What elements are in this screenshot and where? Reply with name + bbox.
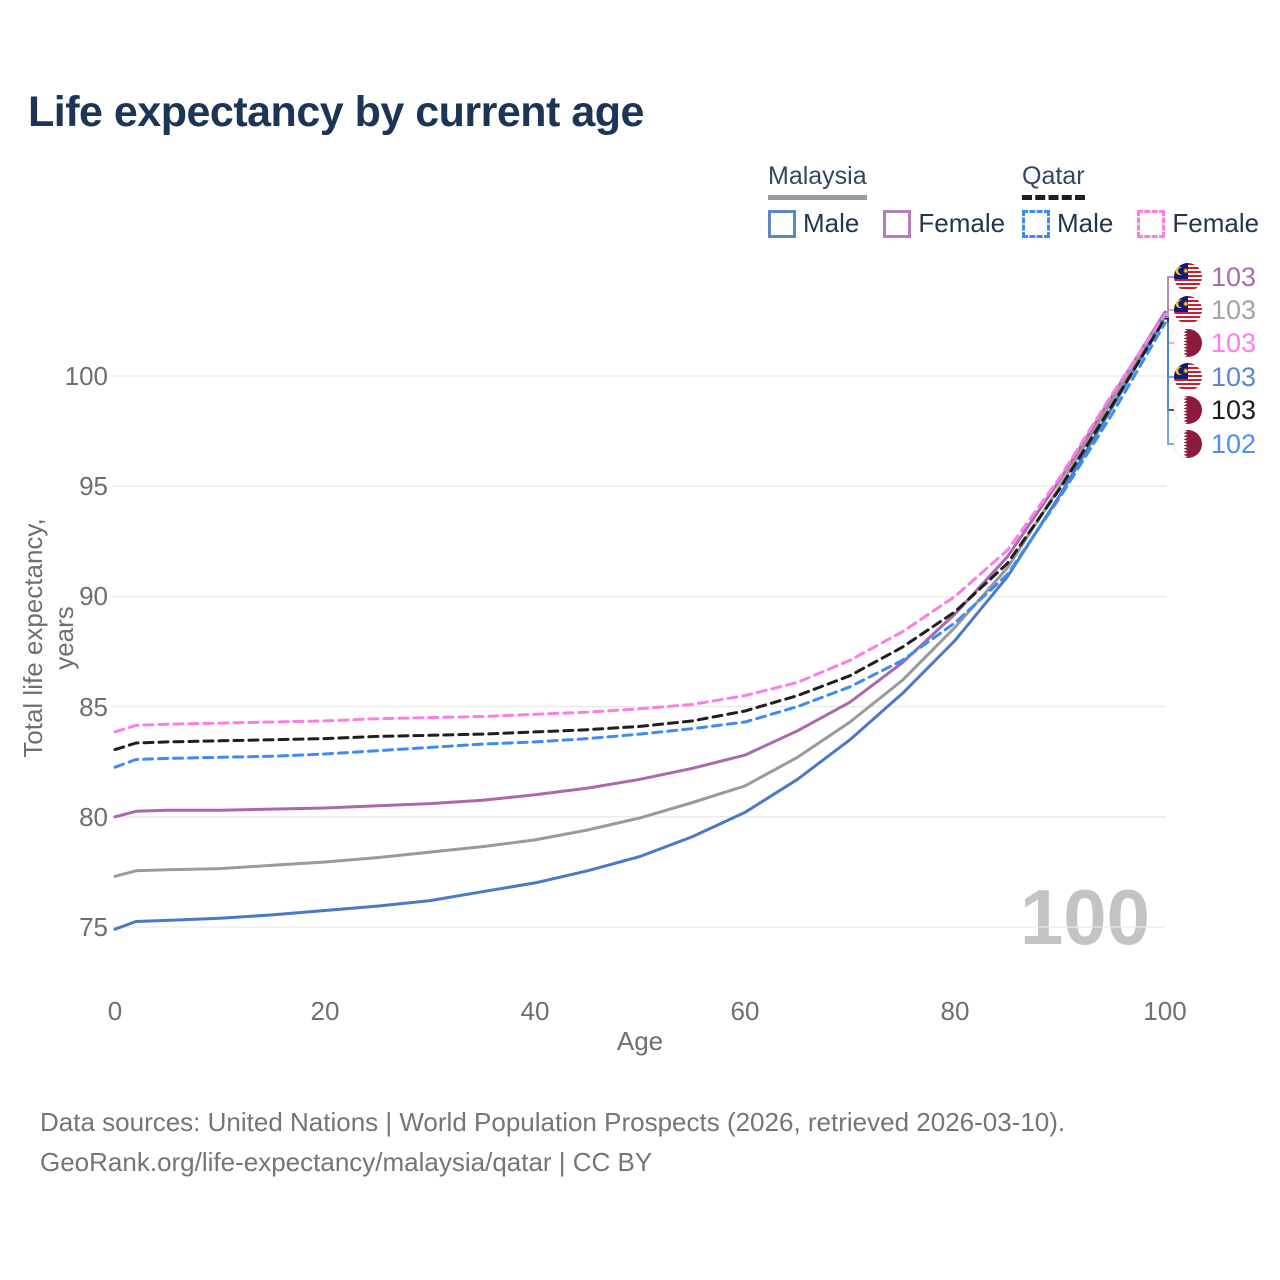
malaysia-flag-icon	[1174, 296, 1202, 324]
line-qatar-total[interactable]	[113, 317, 1167, 752]
legend-group-qatar: Qatar Male Female	[1022, 162, 1259, 239]
legend-group-malaysia: Malaysia Male Female	[768, 162, 1005, 239]
citation-line: GeoRank.org/life-expectancy/malaysia/qat…	[40, 1147, 653, 1177]
line-qatar-female[interactable]	[113, 312, 1167, 734]
legend-item-qatar-male[interactable]: Male	[1022, 208, 1113, 239]
x-tick-label: 100	[1143, 996, 1187, 1026]
footer: Data sources: United Nations | World Pop…	[40, 1102, 1065, 1182]
qatar-flag-icon	[1174, 329, 1202, 357]
callout-row-malaysia-female[interactable]: 103	[1174, 262, 1256, 292]
callout-row-qatar-male[interactable]: 102	[1174, 429, 1256, 459]
y-tick-label: 90	[79, 581, 108, 612]
y-tick-label: 95	[79, 471, 108, 502]
chart-title: Life expectancy by current age	[28, 88, 644, 136]
callout-value: 103	[1211, 262, 1257, 292]
callout-row-qatar-female[interactable]: 103	[1174, 328, 1256, 358]
data-sources-line: Data sources: United Nations | World Pop…	[40, 1107, 1066, 1137]
legend-item-qatar-female[interactable]: Female	[1137, 208, 1259, 239]
y-tick-label: 80	[79, 801, 108, 832]
legend-label: Female	[918, 208, 1006, 238]
x-axis-title: Age	[616, 1026, 664, 1056]
y-tick-label: 75	[79, 912, 108, 942]
legend-item-malaysia-male[interactable]: Male	[768, 208, 859, 239]
callout-leader-line	[1165, 322, 1176, 445]
line-malaysia-male[interactable]	[113, 315, 1167, 931]
hover-age-watermark: 100	[1019, 873, 1151, 961]
x-tick-label: 20	[310, 996, 340, 1026]
legend-label: Female	[1172, 208, 1260, 238]
legend-country-malaysia[interactable]: Malaysia	[768, 162, 867, 200]
malaysia-flag-icon	[1174, 263, 1202, 291]
legend-label: Male	[1057, 208, 1114, 238]
callout-value: 103	[1211, 328, 1257, 358]
callout-value: 103	[1211, 295, 1257, 325]
callout-row-qatar-total[interactable]: 103	[1174, 395, 1256, 425]
qatar-flag-icon	[1174, 396, 1202, 424]
malaysia-male-swatch-icon	[768, 209, 796, 238]
legend-country-qatar[interactable]: Qatar	[1022, 162, 1085, 200]
malaysia-flag-icon	[1174, 363, 1202, 391]
x-tick-label: 40	[520, 996, 550, 1026]
x-tick-label: 80	[940, 996, 970, 1026]
callout-row-malaysia-male[interactable]: 103	[1174, 362, 1256, 392]
qatar-flag-icon	[1174, 430, 1202, 458]
malaysia-female-swatch-icon	[883, 209, 912, 238]
y-tick-label: 85	[79, 691, 108, 722]
qatar-female-swatch-icon	[1137, 209, 1166, 238]
y-tick-label: 100	[64, 361, 108, 391]
legend-item-malaysia-female[interactable]: Female	[883, 208, 1005, 239]
line-malaysia-female[interactable]	[113, 310, 1167, 819]
callout-row-malaysia-total[interactable]: 103	[1174, 295, 1256, 325]
callout-value: 103	[1211, 395, 1257, 425]
legend-label: Male	[803, 208, 860, 238]
line-qatar-male[interactable]	[113, 321, 1167, 769]
x-tick-label: 0	[107, 996, 123, 1026]
callout-value: 102	[1211, 429, 1257, 459]
qatar-male-swatch-icon	[1022, 209, 1050, 238]
x-tick-label: 60	[730, 996, 760, 1026]
line-malaysia-total[interactable]	[113, 312, 1167, 878]
callout-leader-line	[1165, 276, 1176, 313]
callout-value: 103	[1211, 362, 1257, 392]
y-axis-title: Total life expectancy, years	[18, 518, 79, 758]
